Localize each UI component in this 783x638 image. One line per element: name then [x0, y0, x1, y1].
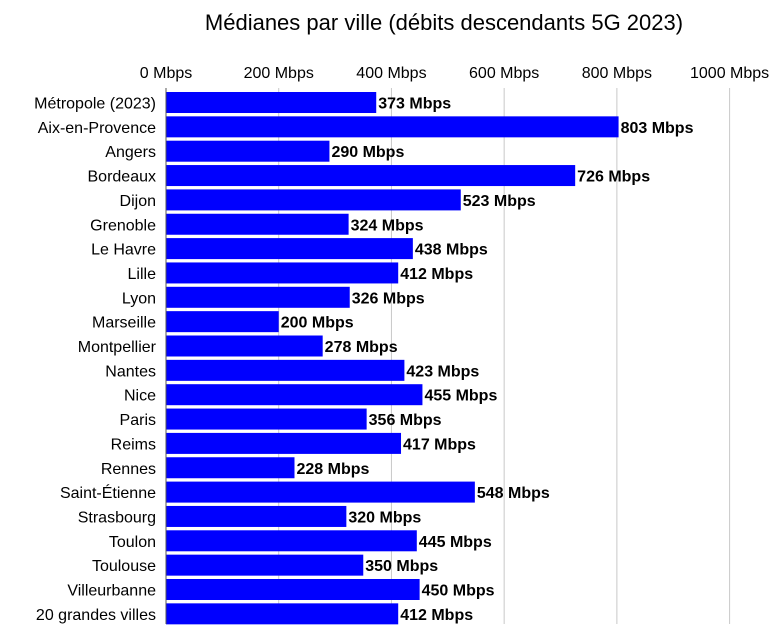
value-label: 356 Mbps [369, 412, 442, 429]
bars [166, 92, 619, 625]
value-label: 803 Mbps [621, 120, 694, 137]
bar [166, 92, 377, 113]
value-label: 278 Mbps [325, 339, 398, 356]
bar [166, 262, 399, 284]
category-label: Lille [128, 266, 157, 283]
bar [166, 432, 402, 454]
value-label: 200 Mbps [281, 315, 354, 332]
x-tick-label: 600 Mbps [469, 65, 539, 82]
bar [166, 530, 417, 552]
value-label: 326 Mbps [352, 290, 425, 307]
value-label: 438 Mbps [415, 242, 488, 259]
category-label: Marseille [92, 315, 156, 332]
value-label: 523 Mbps [463, 193, 536, 210]
bar [166, 505, 347, 527]
bar [166, 408, 367, 430]
value-label: 445 Mbps [419, 534, 492, 551]
category-label: Reims [111, 436, 156, 453]
bar [166, 384, 423, 406]
x-tick-label: 200 Mbps [244, 65, 314, 82]
category-label: Montpellier [78, 339, 157, 356]
value-labels: 373 Mbps 803 Mbps 290 Mbps 726 Mbps 523 Mbps… [281, 96, 694, 624]
bar [166, 286, 350, 308]
bar [166, 335, 323, 357]
value-label: 373 Mbps [378, 96, 451, 113]
bar [166, 238, 413, 260]
bar [166, 213, 349, 235]
bar [166, 359, 405, 381]
category-label: Nice [124, 388, 156, 405]
x-tick-label: 0 Mbps [140, 65, 192, 82]
value-label: 320 Mbps [348, 509, 421, 526]
value-label: 290 Mbps [331, 144, 404, 161]
chart-title: Médianes par ville (débits descendants 5… [205, 10, 683, 35]
category-label: Toulouse [92, 558, 156, 575]
category-label: Métropole (2023) [34, 96, 156, 113]
category-label: Le Havre [91, 242, 156, 259]
bar [166, 189, 461, 211]
value-label: 548 Mbps [477, 485, 550, 502]
category-label: Strasbourg [78, 509, 156, 526]
value-label: 417 Mbps [403, 436, 476, 453]
category-label: Bordeaux [88, 169, 157, 186]
category-label: Grenoble [90, 217, 156, 234]
category-label: Nantes [105, 363, 156, 380]
category-label: Saint-Étienne [60, 483, 156, 502]
category-label: Aix-en-Provence [38, 120, 156, 137]
value-label: 350 Mbps [365, 558, 438, 575]
bar [166, 579, 420, 600]
value-label: 228 Mbps [297, 461, 370, 478]
bar [166, 481, 475, 503]
category-labels: Métropole (2023) Aix-en-Provence Angers Bor… [34, 96, 157, 624]
value-label: 412 Mbps [400, 266, 473, 283]
x-tick-label: 800 Mbps [582, 65, 652, 82]
x-tick-label: 400 Mbps [356, 65, 426, 82]
category-label: Dijon [120, 193, 156, 210]
category-label: Villeurbanne [67, 583, 156, 600]
bar [166, 165, 576, 187]
value-label: 450 Mbps [422, 583, 495, 600]
bar [166, 140, 330, 162]
value-label: 412 Mbps [400, 607, 473, 624]
x-tick-label: 1000 Mbps [690, 65, 769, 82]
category-label: Toulon [109, 534, 156, 551]
bar [166, 457, 295, 479]
value-label: 324 Mbps [351, 217, 424, 234]
category-label: Angers [105, 144, 156, 161]
category-label: 20 grandes villes [36, 607, 156, 624]
bar [166, 311, 279, 333]
category-label: Lyon [122, 290, 156, 307]
value-label: 726 Mbps [577, 169, 650, 186]
value-label: 455 Mbps [424, 388, 497, 405]
bar [166, 603, 399, 625]
x-axis-ticks: 0 Mbps 200 Mbps 400 Mbps 600 Mbps 800 Mbps 10… [140, 65, 769, 82]
category-label: Rennes [101, 461, 156, 478]
bar [166, 116, 619, 138]
category-label: Paris [120, 412, 156, 429]
value-label: 423 Mbps [406, 363, 479, 380]
bar [166, 554, 364, 576]
